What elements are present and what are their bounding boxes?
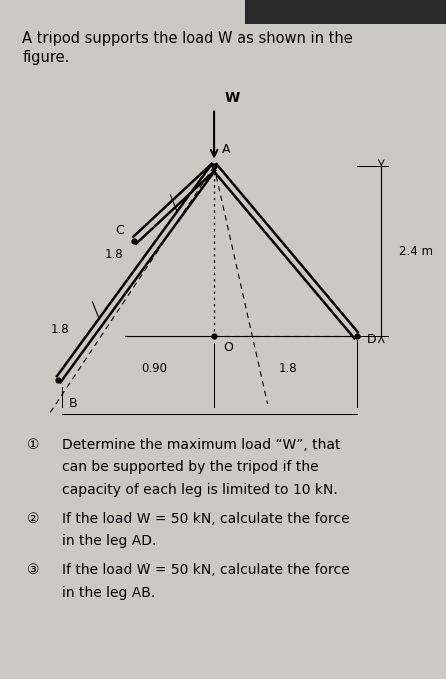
Text: 1.8: 1.8 (51, 323, 70, 336)
Text: ③: ③ (27, 564, 39, 577)
Text: in the leg AB.: in the leg AB. (62, 586, 156, 600)
Text: A: A (222, 143, 230, 156)
Text: C: C (115, 224, 124, 238)
Text: 0.90: 0.90 (141, 361, 167, 375)
Text: can be supported by the tripod if the: can be supported by the tripod if the (62, 460, 319, 475)
Text: D: D (367, 333, 376, 346)
Text: 1.8: 1.8 (278, 361, 297, 375)
Text: W: W (224, 91, 240, 105)
Bar (245, 0, 446, 24)
Text: A tripod supports the load W as shown in the
figure.: A tripod supports the load W as shown in… (22, 31, 353, 65)
Text: ①: ① (27, 438, 39, 452)
Text: capacity of each leg is limited to 10 kN.: capacity of each leg is limited to 10 kN… (62, 483, 338, 497)
Text: O: O (223, 341, 233, 354)
Text: 1.8: 1.8 (104, 248, 123, 261)
Text: If the load W = 50 kN, calculate the force: If the load W = 50 kN, calculate the for… (62, 512, 350, 526)
Text: 2.4 m: 2.4 m (399, 244, 433, 258)
Text: Determine the maximum load “W”, that: Determine the maximum load “W”, that (62, 438, 341, 452)
Text: ②: ② (27, 512, 39, 526)
Text: If the load Ẇ = 50 kN, calculate the force: If the load Ẇ = 50 kN, calculate the fo… (62, 564, 350, 577)
Text: in the leg AD.: in the leg AD. (62, 534, 157, 549)
Text: B: B (69, 397, 78, 410)
